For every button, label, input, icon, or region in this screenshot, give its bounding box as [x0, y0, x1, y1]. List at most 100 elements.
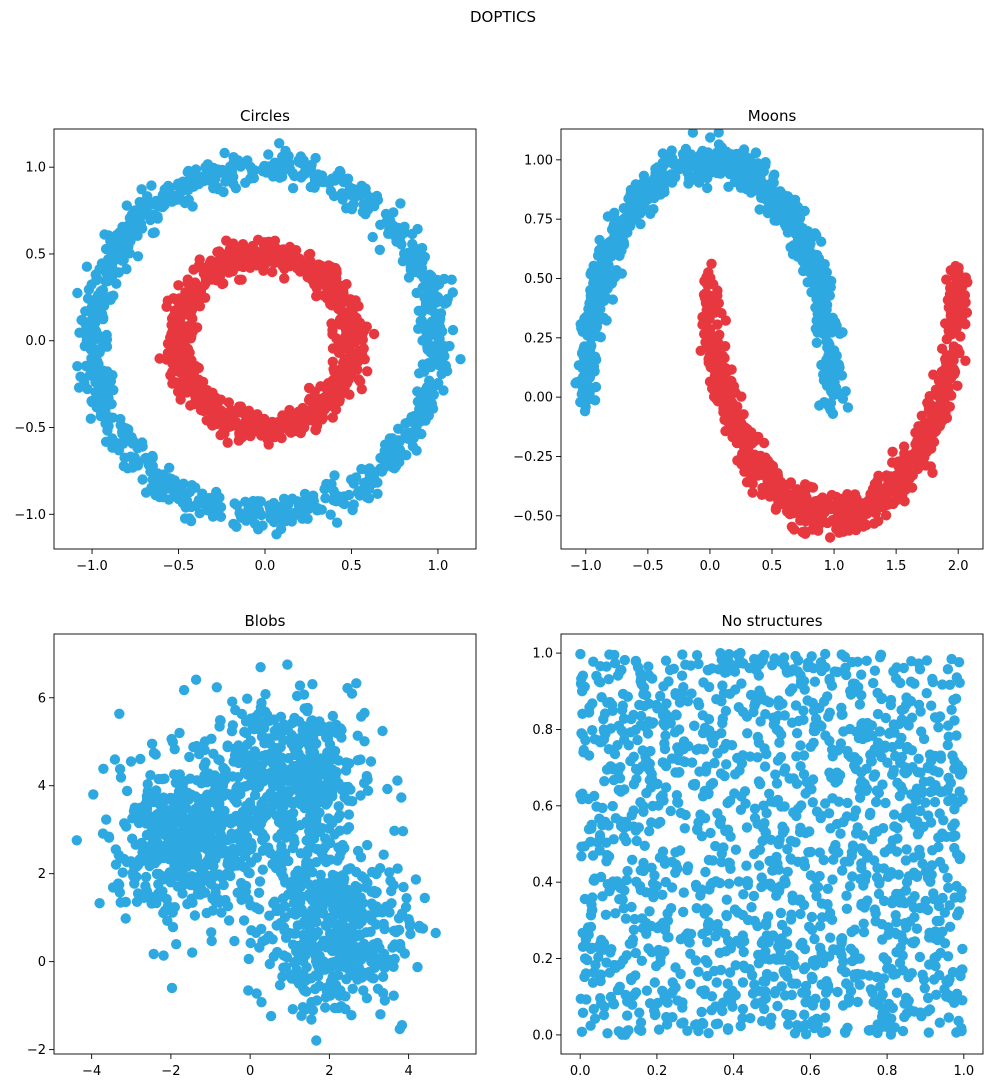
- data-point: [347, 332, 359, 343]
- data-point: [579, 366, 590, 377]
- x-axis: −1.0 −0.5 0.0 0.5 1.0: [76, 549, 448, 574]
- data-point: [236, 708, 247, 720]
- data-point: [326, 478, 337, 490]
- data-point: [179, 513, 191, 524]
- data-point: [88, 369, 99, 381]
- data-point: [276, 432, 287, 444]
- data-point: [296, 1010, 307, 1021]
- data-point: [806, 911, 818, 923]
- data-point: [158, 852, 169, 864]
- data-point: [368, 328, 380, 340]
- data-point: [308, 889, 319, 900]
- data-point: [324, 877, 335, 889]
- data-point: [741, 183, 752, 195]
- data-point: [162, 915, 173, 926]
- data-point: [792, 241, 804, 252]
- data-point: [358, 938, 370, 950]
- y-tick-label: 0.75: [524, 213, 553, 228]
- data-point: [85, 413, 97, 424]
- data-point: [876, 483, 887, 494]
- data-point: [340, 765, 352, 776]
- data-point: [311, 995, 323, 1006]
- data-point: [240, 177, 251, 188]
- data-point: [389, 825, 400, 836]
- data-point: [900, 484, 911, 495]
- data-point: [108, 290, 119, 301]
- data-point: [144, 890, 155, 901]
- data-point: [192, 889, 203, 900]
- data-point: [410, 874, 422, 885]
- data-point: [705, 132, 716, 143]
- data-point: [243, 953, 254, 965]
- data-point: [589, 293, 601, 304]
- data-point: [333, 801, 344, 812]
- data-point: [114, 763, 126, 775]
- data-point: [774, 477, 785, 488]
- data-point: [732, 455, 743, 466]
- data-point: [204, 505, 216, 516]
- data-point: [232, 772, 244, 783]
- data-point: [768, 177, 779, 188]
- data-point: [158, 950, 169, 961]
- data-point: [353, 301, 364, 312]
- data-point: [281, 952, 293, 963]
- data-point: [678, 906, 689, 918]
- data-point: [267, 266, 278, 278]
- data-point: [339, 911, 350, 923]
- data-point: [236, 877, 247, 889]
- data-point: [706, 258, 717, 269]
- data-point: [293, 795, 304, 806]
- data-point: [161, 301, 172, 312]
- y-tick-label: 0.50: [524, 272, 553, 287]
- data-point: [356, 906, 368, 918]
- data-point: [758, 437, 770, 449]
- data-point: [411, 445, 422, 456]
- data-point: [226, 166, 238, 177]
- data-point: [757, 482, 768, 494]
- data-point: [279, 273, 290, 284]
- data-point: [254, 942, 265, 953]
- data-point: [332, 919, 344, 930]
- x-tick-label: 0.5: [762, 559, 783, 574]
- data-point: [72, 287, 83, 299]
- data-point: [253, 524, 264, 535]
- data-point: [149, 482, 160, 493]
- data-point: [816, 236, 827, 247]
- data-point: [377, 971, 389, 982]
- data-point: [288, 820, 300, 832]
- data-point: [308, 490, 319, 501]
- data-point: [85, 343, 97, 354]
- data-point: [194, 508, 205, 519]
- data-point: [114, 879, 125, 890]
- data-point: [295, 848, 306, 859]
- data-point: [764, 491, 776, 502]
- data-point: [287, 842, 299, 854]
- data-point: [376, 466, 388, 477]
- data-point: [820, 271, 831, 282]
- data-point: [343, 795, 354, 806]
- data-point: [831, 503, 842, 514]
- data-point: [179, 197, 191, 209]
- data-point: [101, 329, 112, 341]
- data-point: [649, 192, 660, 204]
- data-point: [419, 892, 430, 904]
- data-point: [245, 258, 256, 270]
- data-point: [251, 988, 262, 999]
- data-point: [210, 853, 221, 865]
- data-point: [336, 724, 347, 736]
- data-point: [343, 822, 355, 833]
- data-point: [417, 335, 428, 346]
- data-point: [724, 157, 735, 168]
- data-point: [813, 514, 824, 526]
- data-point: [146, 180, 157, 191]
- data-point: [797, 526, 808, 538]
- data-point: [317, 851, 329, 863]
- data-point: [739, 432, 750, 444]
- data-point: [239, 766, 251, 777]
- data-point: [767, 200, 779, 212]
- data-point: [301, 858, 313, 869]
- data-point: [720, 341, 731, 352]
- data-point: [131, 861, 142, 872]
- data-point: [869, 489, 880, 500]
- data-point: [268, 951, 279, 962]
